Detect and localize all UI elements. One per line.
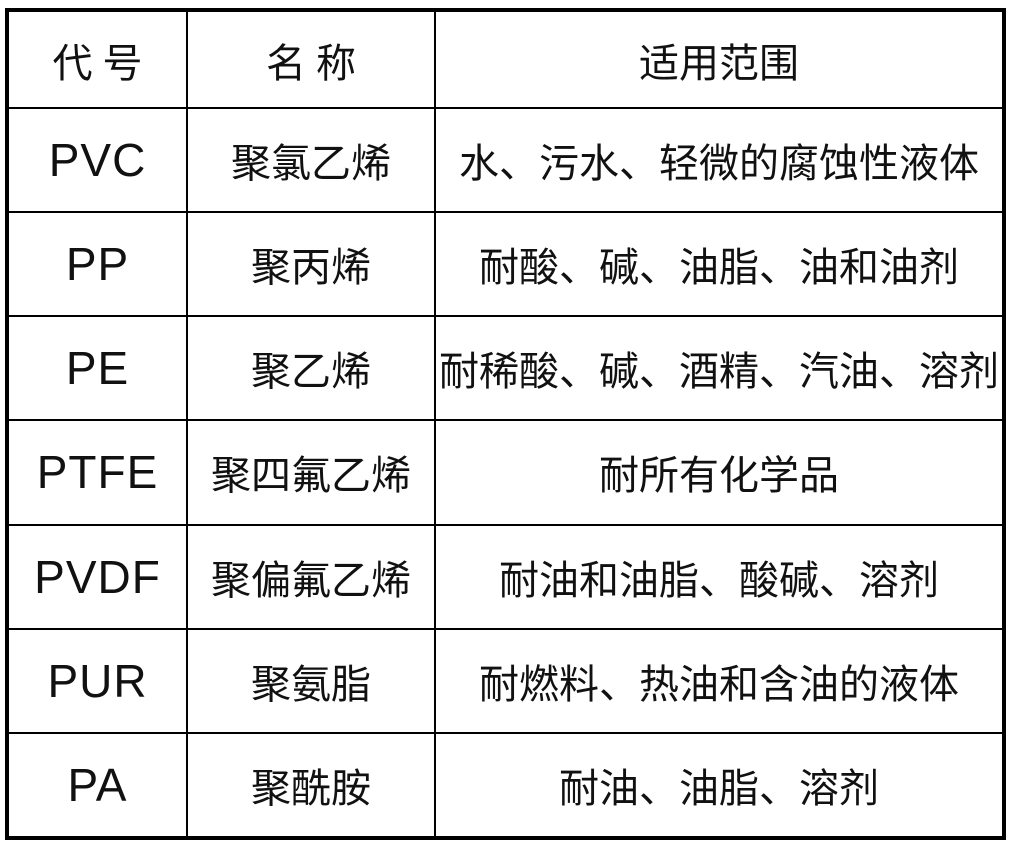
code-cell: PE [6,315,188,422]
code-cell: PUR [6,627,188,734]
code-cell: PTFE [6,419,188,526]
table-row: PP 聚丙烯 耐酸、碱、油脂、油和油剂 [6,211,1005,318]
range-cell: 耐燃料、热油和含油的液体 [434,627,1005,734]
table-row: PVDF 聚偏氟乙烯 耐油和油脂、酸碱、溶剂 [6,523,1005,630]
name-cell: 聚偏氟乙烯 [186,523,436,630]
range-cell: 耐油、油脂、溶剂 [434,731,1005,840]
code-cell: PA [6,731,188,840]
name-cell: 聚丙烯 [186,211,436,318]
table-row: PUR 聚氨脂 耐燃料、热油和含油的液体 [6,627,1005,734]
range-cell: 耐酸、碱、油脂、油和油剂 [434,211,1005,318]
code-cell: PVDF [6,523,188,630]
range-cell: 耐所有化学品 [434,419,1005,526]
name-cell: 聚酰胺 [186,731,436,840]
range-cell: 水、污水、轻微的腐蚀性液体 [434,106,1005,214]
materials-table: 代 号 名 称 适用范围 PVC 聚氯乙烯 水、污水、轻微的腐蚀性液体 PP 聚… [5,8,1006,840]
table-row: PE 聚乙烯 耐稀酸、碱、酒精、汽油、溶剂 [6,315,1005,422]
table-row: PTFE 聚四氟乙烯 耐所有化学品 [6,419,1005,526]
name-cell: 聚乙烯 [186,315,436,422]
code-cell: PVC [6,106,188,214]
table-row: PVC 聚氯乙烯 水、污水、轻微的腐蚀性液体 [6,106,1005,214]
range-cell: 耐稀酸、碱、酒精、汽油、溶剂 [434,315,1005,422]
name-cell: 聚氯乙烯 [186,106,436,214]
range-cell: 耐油和油脂、酸碱、溶剂 [434,523,1005,630]
table-row: PA 聚酰胺 耐油、油脂、溶剂 [6,731,1005,840]
header-cell-code: 代 号 [6,9,188,109]
header-cell-range: 适用范围 [434,9,1005,109]
code-cell: PP [6,211,188,318]
header-cell-name: 名 称 [186,9,436,109]
name-cell: 聚氨脂 [186,627,436,734]
name-cell: 聚四氟乙烯 [186,419,436,526]
header-row: 代 号 名 称 适用范围 [6,9,1005,109]
